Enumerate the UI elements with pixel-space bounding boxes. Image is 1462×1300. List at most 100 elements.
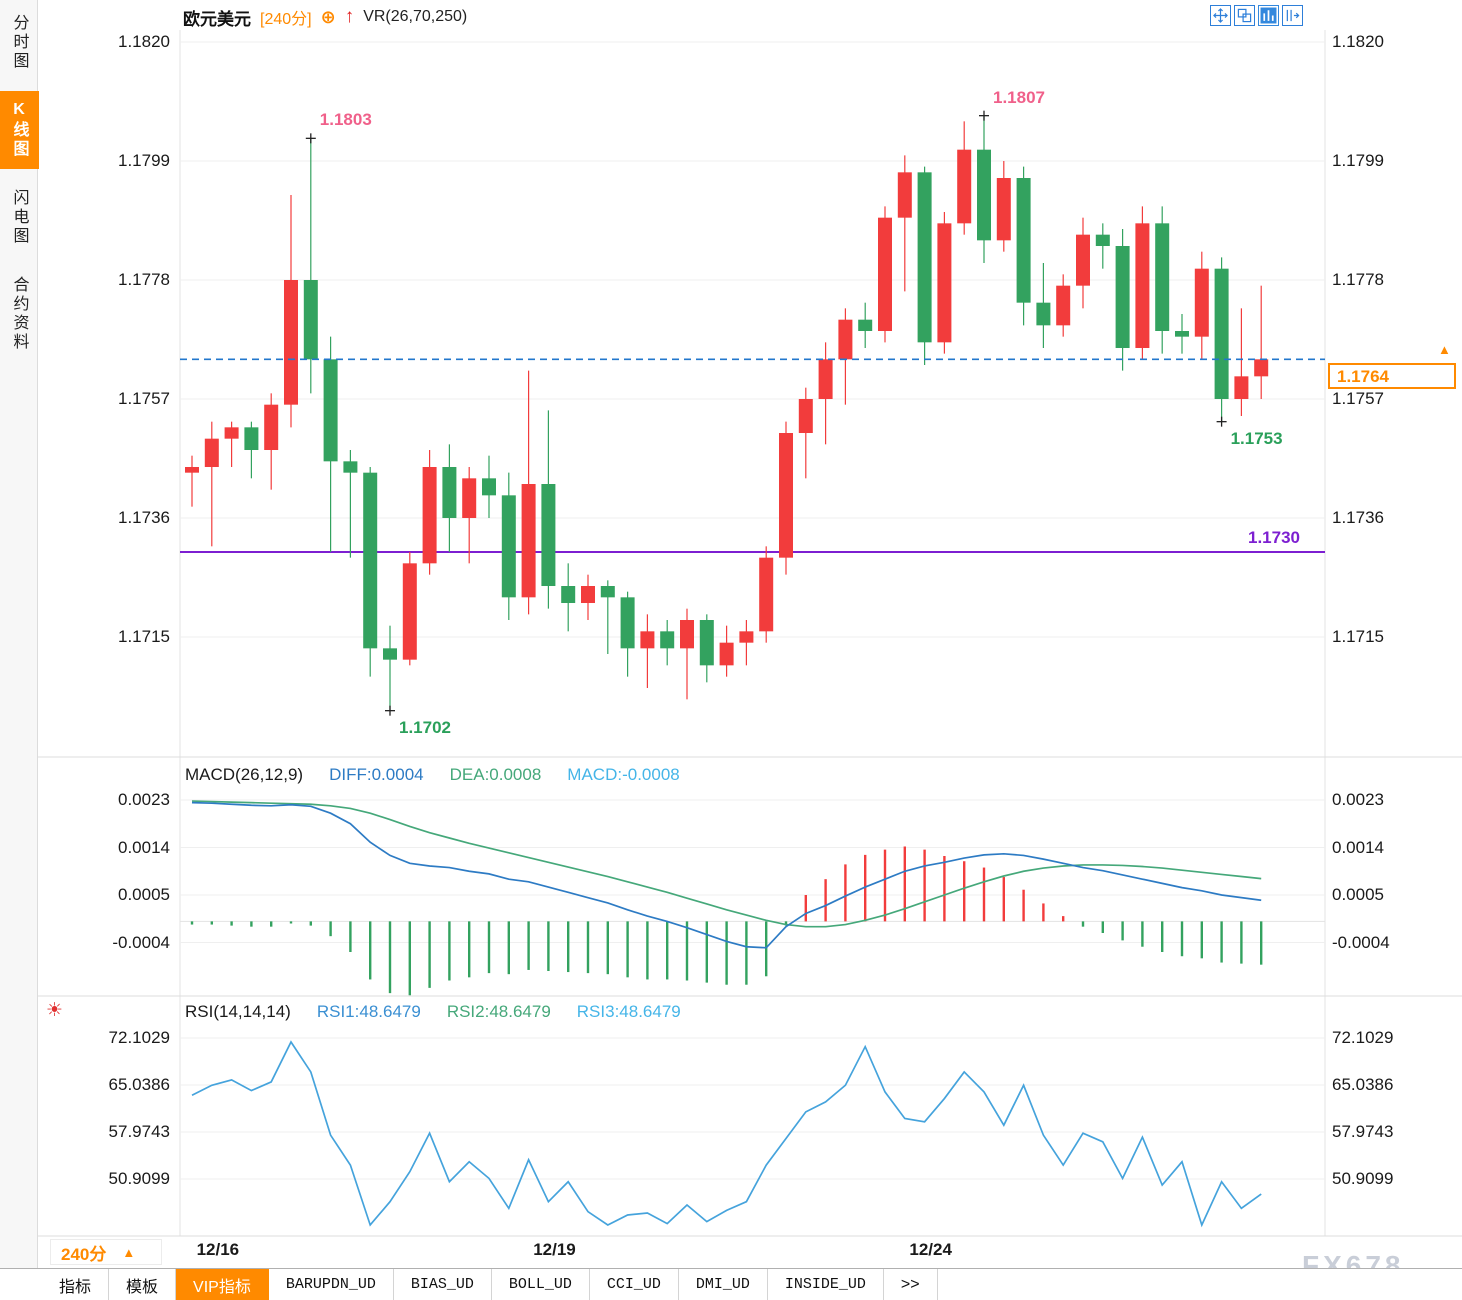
candlestick: [1214, 257, 1229, 422]
candlestick: [244, 421, 259, 479]
candlestick: [660, 620, 675, 666]
tab-dmi[interactable]: DMI_UD: [679, 1269, 768, 1300]
candlestick: [224, 421, 239, 468]
macd-title: MACD(26,12,9): [185, 765, 304, 784]
tab-vip-indicators[interactable]: VIP指标: [176, 1269, 269, 1300]
candlestick: [699, 614, 714, 683]
candlestick: [1175, 314, 1189, 354]
tab-bias[interactable]: BIAS_UD: [394, 1269, 492, 1300]
candlestick: [1194, 251, 1209, 360]
candlestick: [422, 450, 437, 575]
candlestick: [838, 308, 853, 405]
price-chart-area[interactable]: [180, 32, 1325, 756]
price-up-triangle-icon: ▲: [1438, 342, 1451, 357]
candlestick: [739, 620, 754, 666]
period-selector[interactable]: 240分 ▲: [50, 1239, 162, 1265]
candlestick: [1135, 206, 1150, 360]
tab-more[interactable]: >>: [884, 1269, 938, 1300]
rsi-chart-area[interactable]: [180, 998, 1325, 1234]
rsi3-value: RSI3:48.6479: [576, 1002, 681, 1021]
tab-barupdn[interactable]: BARUPDN_UD: [269, 1269, 394, 1300]
indicator-settings-sun-icon[interactable]: ☀: [46, 1000, 64, 1021]
candlestick: [204, 421, 219, 547]
candlestick: [719, 625, 734, 677]
candlestick: [977, 115, 991, 264]
chart-header: 欧元美元 [240分] ⊕ ↑ VR(26,70,250): [183, 2, 467, 32]
up-arrow-icon: ↑: [344, 6, 355, 27]
rsi-header: RSI(14,14,14) RSI1:48.6479 RSI2:48.6479 …: [185, 1002, 681, 1022]
period-selector-label: 240分: [61, 1244, 107, 1264]
candlestick: [1234, 308, 1249, 417]
rsi2-value: RSI2:48.6479: [446, 1002, 551, 1021]
candlestick: [878, 206, 892, 343]
window-split-icon[interactable]: [1282, 5, 1303, 26]
candlestick: [818, 342, 833, 445]
candlestick: [442, 444, 457, 553]
candlestick: [1076, 217, 1090, 309]
candlestick: [759, 546, 774, 643]
tab-cci[interactable]: CCI_UD: [590, 1269, 679, 1300]
candlestick: [779, 421, 793, 575]
macd-hist-value: MACD:-0.0008: [567, 765, 680, 784]
candlestick: [482, 455, 496, 519]
bottom-tab-bar: 指标 模板 VIP指标 BARUPDN_UD BIAS_UD BOLL_UD CCI_UD D…: [0, 1268, 1462, 1300]
rsi-title: RSI(14,14,14): [185, 1002, 291, 1021]
chart-toolbar: [1210, 5, 1303, 26]
macd-chart-area[interactable]: [180, 760, 1325, 994]
candlestick: [1095, 223, 1110, 269]
candlestick: [521, 370, 536, 615]
chart-style-icon[interactable]: [1258, 5, 1279, 26]
candlestick: [798, 387, 813, 479]
candlestick: [561, 563, 576, 632]
candlestick: [1155, 206, 1170, 354]
candlestick: [402, 552, 417, 666]
sidebar-item-contract-info[interactable]: 合约资料: [10, 276, 28, 352]
sidebar-item-flash-chart[interactable]: 闪电图: [10, 189, 28, 246]
candlestick: [462, 467, 477, 564]
tab-templates[interactable]: 模板: [109, 1269, 177, 1300]
tab-boll[interactable]: BOLL_UD: [492, 1269, 590, 1300]
sidebar-item-kline-chart[interactable]: K线图: [0, 91, 39, 169]
candlestick: [581, 574, 595, 621]
add-indicator-icon[interactable]: ⊕: [320, 6, 336, 27]
candlestick: [1016, 166, 1031, 326]
tab-inside[interactable]: INSIDE_UD: [768, 1269, 884, 1300]
candlestick: [600, 580, 615, 655]
candlestick: [957, 121, 972, 235]
sidebar: 分时图 K线图闪电图合约资料: [0, 0, 39, 1268]
candlestick: [1056, 274, 1071, 337]
candlestick: [303, 138, 318, 394]
current-price-box: 1.1764: [1328, 363, 1456, 389]
candlestick: [897, 155, 912, 292]
candlestick: [1254, 285, 1269, 400]
candlestick: [363, 467, 378, 677]
candlestick: [680, 608, 694, 700]
candlestick: [383, 625, 397, 711]
candlestick: [343, 450, 358, 558]
candlestick: [917, 166, 932, 366]
pan-icon[interactable]: [1210, 5, 1231, 26]
rsi1-value: RSI1:48.6479: [316, 1002, 421, 1021]
candlestick: [284, 195, 298, 428]
candlestick: [620, 591, 635, 677]
macd-header: MACD(26,12,9) DIFF:0.0004 DEA:0.0008 MAC…: [185, 765, 680, 785]
candlestick: [996, 161, 1011, 252]
vr-indicator-label: VR(26,70,250): [363, 8, 468, 25]
period-label[interactable]: [240分]: [260, 11, 312, 28]
candlestick: [323, 336, 338, 553]
period-selector-arrow-icon: ▲: [122, 1244, 136, 1260]
candlestick: [501, 472, 516, 621]
macd-dea-value: DEA:0.0008: [449, 765, 542, 784]
overlay-compare-icon[interactable]: [1234, 5, 1255, 26]
candlestick: [858, 302, 873, 349]
candlestick: [541, 410, 556, 609]
tab-indicators[interactable]: 指标: [42, 1269, 110, 1300]
candlestick: [1115, 229, 1130, 371]
macd-diff-value: DIFF:0.0004: [329, 765, 424, 784]
symbol-title: 欧元美元: [183, 9, 251, 29]
sidebar-item-time-chart[interactable]: 分时图: [10, 14, 28, 71]
candlestick: [937, 212, 952, 354]
